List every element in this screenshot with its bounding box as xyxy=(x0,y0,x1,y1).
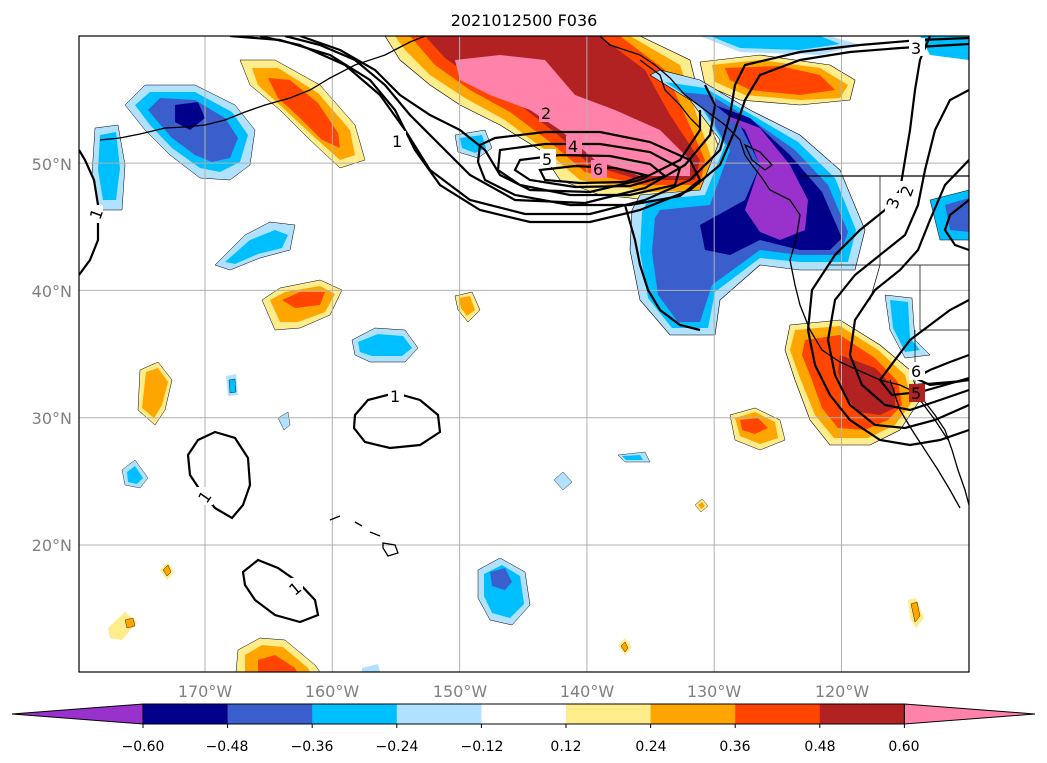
colorbar-bin xyxy=(227,704,313,724)
contour-line xyxy=(878,299,969,397)
map-area: 3 1 2 5 4 6 1 1 1 1 2 3 6 5 xyxy=(79,36,969,672)
colorbar-bin xyxy=(566,704,652,724)
contour-line xyxy=(513,153,668,189)
contour-label: 6 xyxy=(593,160,603,179)
contour-line xyxy=(352,391,442,450)
contour-label: 1 xyxy=(390,387,400,406)
contour-line xyxy=(241,558,320,624)
contour-line xyxy=(848,159,969,412)
coastline-alaska-panhandle xyxy=(639,59,701,129)
coastline-baja-california xyxy=(889,379,961,509)
colorbar-labels: −0.60 −0.48 −0.36 −0.24 −0.12 0.12 0.24 … xyxy=(122,739,920,755)
contour-label: 4 xyxy=(568,137,578,156)
colorbar-tick-label: −0.24 xyxy=(376,739,419,755)
colorbar-tick-label: 0.48 xyxy=(804,739,835,755)
colorbar-bin xyxy=(735,704,821,724)
colorbar-extend-min xyxy=(11,703,144,725)
longitude-labels: 170°W 160°W 150°W 140°W 130°W 120°W xyxy=(178,682,870,701)
colorbar-bin xyxy=(481,704,567,724)
contour-label: 1 xyxy=(392,132,402,151)
lon-label: 150°W xyxy=(433,682,488,701)
lat-label: 50°N xyxy=(32,155,72,174)
colorbar-bin xyxy=(819,704,905,724)
graticule xyxy=(79,36,969,672)
coastline-hawaii xyxy=(329,515,399,557)
contour-line xyxy=(623,204,701,332)
contour-label: 2 xyxy=(541,104,551,123)
colorbar-tick-label: −0.48 xyxy=(206,739,249,755)
contour-line xyxy=(284,36,717,205)
colorbar-tick-label: 0.60 xyxy=(888,739,919,755)
colorbar-bin xyxy=(396,704,482,724)
colorbar-tick-label: −0.12 xyxy=(461,739,504,755)
colorbar-tick-label: 0.24 xyxy=(635,739,666,755)
colorbar-bin xyxy=(143,704,229,724)
height-contours xyxy=(79,36,969,624)
latitude-labels: 20°N 30°N 40°N 50°N xyxy=(32,155,72,555)
contour-label: 5 xyxy=(911,384,921,403)
colorbar-bin xyxy=(650,704,736,724)
lat-label: 40°N xyxy=(32,282,72,301)
contour-label: 6 xyxy=(911,362,921,381)
contour-label: 5 xyxy=(542,150,552,169)
map-title: 2021012500 F036 xyxy=(451,11,598,30)
contour-line xyxy=(476,130,702,207)
map-frame xyxy=(78,35,970,673)
lon-label: 120°W xyxy=(815,682,870,701)
contour-label: 3 xyxy=(911,39,921,58)
contour-line xyxy=(806,36,969,447)
contour-line xyxy=(538,164,649,185)
colorbar-frame xyxy=(142,703,905,725)
lon-label: 160°W xyxy=(305,682,360,701)
contour-labels: 3 1 2 5 4 6 1 1 1 1 2 3 6 5 xyxy=(86,38,925,599)
colorbar-tick-label: −0.60 xyxy=(122,739,165,755)
coastlines xyxy=(99,36,969,557)
contour-line xyxy=(943,199,969,252)
colorbar-tick-label: 0.36 xyxy=(719,739,750,755)
coastline-aleutian-islands xyxy=(99,36,426,141)
colorbar xyxy=(11,703,1036,728)
lon-label: 130°W xyxy=(687,682,742,701)
coastline-north-america xyxy=(599,36,969,506)
colorbar-bin xyxy=(312,704,398,724)
lon-label: 170°W xyxy=(178,682,233,701)
colorbar-tick-label: 0.12 xyxy=(550,739,581,755)
contour-line xyxy=(259,36,969,216)
lat-label: 30°N xyxy=(32,409,72,428)
lat-label: 20°N xyxy=(32,536,72,555)
contour-line xyxy=(826,89,969,430)
state-borders xyxy=(830,176,969,385)
colorbar-tick-label: −0.36 xyxy=(291,739,334,755)
colorbar-extend-max xyxy=(903,703,1036,725)
lon-label: 140°W xyxy=(560,682,615,701)
coastline-vancouver-island xyxy=(743,143,773,171)
contour-line xyxy=(229,36,969,224)
